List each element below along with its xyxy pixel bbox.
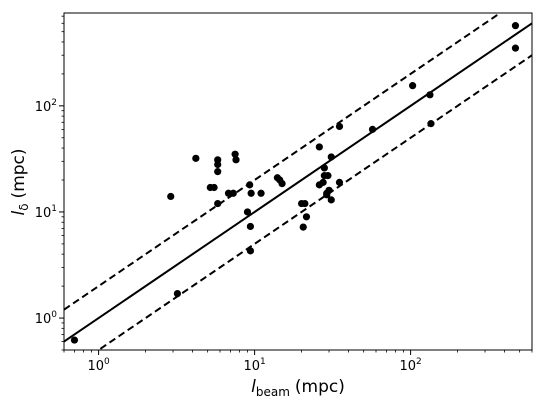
data-point	[325, 186, 333, 194]
data-point	[511, 44, 520, 52]
x-tick-label: 101	[243, 357, 265, 374]
y-axis-tick-labels: 100 101 102	[35, 98, 58, 327]
dashed-bound-line-2	[96, 54, 532, 350]
data-point	[335, 178, 344, 186]
plot-frame	[63, 12, 533, 351]
one-to-one-line	[64, 22, 532, 343]
reference-lines	[64, 13, 532, 350]
data-point	[324, 172, 332, 180]
data-point	[231, 150, 239, 158]
data-point	[246, 181, 254, 189]
y-tick-label: 102	[35, 98, 57, 115]
x-tick-label: 100	[87, 357, 110, 374]
data-point	[301, 199, 309, 208]
data-point	[246, 247, 255, 255]
data-point	[302, 213, 311, 221]
data-point	[173, 290, 182, 298]
y-tick-label: 100	[35, 310, 58, 327]
data-point	[320, 164, 328, 172]
data-point	[319, 178, 327, 186]
data-point	[192, 154, 200, 162]
data-point	[229, 189, 237, 197]
data-points	[70, 22, 520, 344]
data-point	[327, 153, 335, 161]
data-point	[243, 208, 252, 216]
data-point	[278, 180, 286, 188]
data-point	[426, 91, 434, 99]
data-point	[70, 336, 79, 344]
data-point	[214, 168, 222, 176]
data-point	[214, 160, 222, 169]
data-point	[368, 125, 377, 133]
data-point	[247, 189, 255, 197]
data-point	[409, 82, 417, 90]
data-point	[427, 120, 435, 128]
y-tick-label: 101	[35, 204, 57, 221]
data-point	[511, 22, 520, 30]
x-axis-tick-labels: 100 101 102	[87, 357, 421, 374]
y-axis-label: lδ(mpc)	[9, 148, 31, 215]
x-axis-ticks	[63, 350, 533, 355]
dashed-bound-line-1	[64, 13, 502, 311]
data-point	[257, 189, 265, 197]
data-point	[299, 223, 307, 231]
x-axis-label: lbeam (mpc)	[251, 377, 345, 399]
data-point	[232, 156, 240, 164]
data-point	[214, 199, 222, 208]
data-point	[335, 122, 344, 131]
data-point	[327, 196, 335, 204]
data-point	[210, 183, 218, 192]
y-axis-ticks	[59, 15, 64, 351]
data-point	[315, 143, 323, 151]
data-point	[167, 192, 175, 201]
x-tick-label: 102	[399, 357, 421, 374]
data-point	[246, 222, 255, 231]
